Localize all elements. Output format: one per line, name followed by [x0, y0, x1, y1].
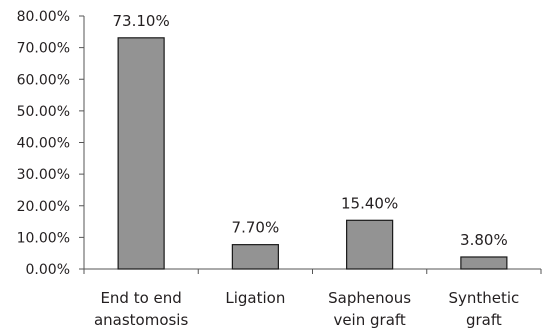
data-label: 3.80% — [460, 231, 508, 249]
bar — [231, 244, 279, 270]
category-label-line: anastomosis — [94, 311, 189, 329]
y-tick-label: 80.00% — [17, 9, 70, 25]
category-label: Synthetic graft — [448, 289, 519, 329]
data-label: 73.10% — [113, 12, 170, 30]
category-label-line: End to end — [100, 289, 181, 307]
category-label-line: Synthetic — [448, 289, 519, 307]
category-label: End to end anastomosis — [94, 289, 189, 329]
category-label-line: Ligation — [225, 289, 285, 307]
y-tick-label: 60.00% — [17, 72, 70, 88]
y-tick-label: 0.00% — [26, 262, 70, 278]
y-tick-label: 10.00% — [17, 230, 70, 246]
category-label-line: Saphenous — [328, 289, 411, 307]
category-label: Ligation — [225, 289, 285, 307]
y-tick-label: 30.00% — [17, 167, 70, 183]
y-tick-label: 70.00% — [17, 41, 70, 57]
y-tick-label: 50.00% — [17, 104, 70, 120]
data-labels: 73.10% 7.70% 15.40% 3.80% — [113, 12, 508, 249]
bar — [346, 219, 394, 270]
bar-series — [117, 37, 508, 270]
category-label-line: vein graft — [333, 311, 405, 329]
x-axis-ticks — [83, 269, 542, 274]
y-axis-ticks: 0.00% 10.00% 20.00% 30.00% 40.00% 50.00% 60.00… — [17, 9, 84, 278]
y-tick-label: 40.00% — [17, 136, 70, 152]
data-label: 7.70% — [232, 219, 280, 237]
category-label: Saphenous vein graft — [328, 289, 411, 329]
category-labels: End to end anastomosis Ligation Saphenous ve… — [94, 289, 519, 329]
data-label: 15.40% — [341, 194, 398, 212]
bar — [117, 37, 165, 270]
bar — [460, 256, 508, 270]
category-label-line: graft — [466, 311, 502, 329]
y-tick-label: 20.00% — [17, 199, 70, 215]
